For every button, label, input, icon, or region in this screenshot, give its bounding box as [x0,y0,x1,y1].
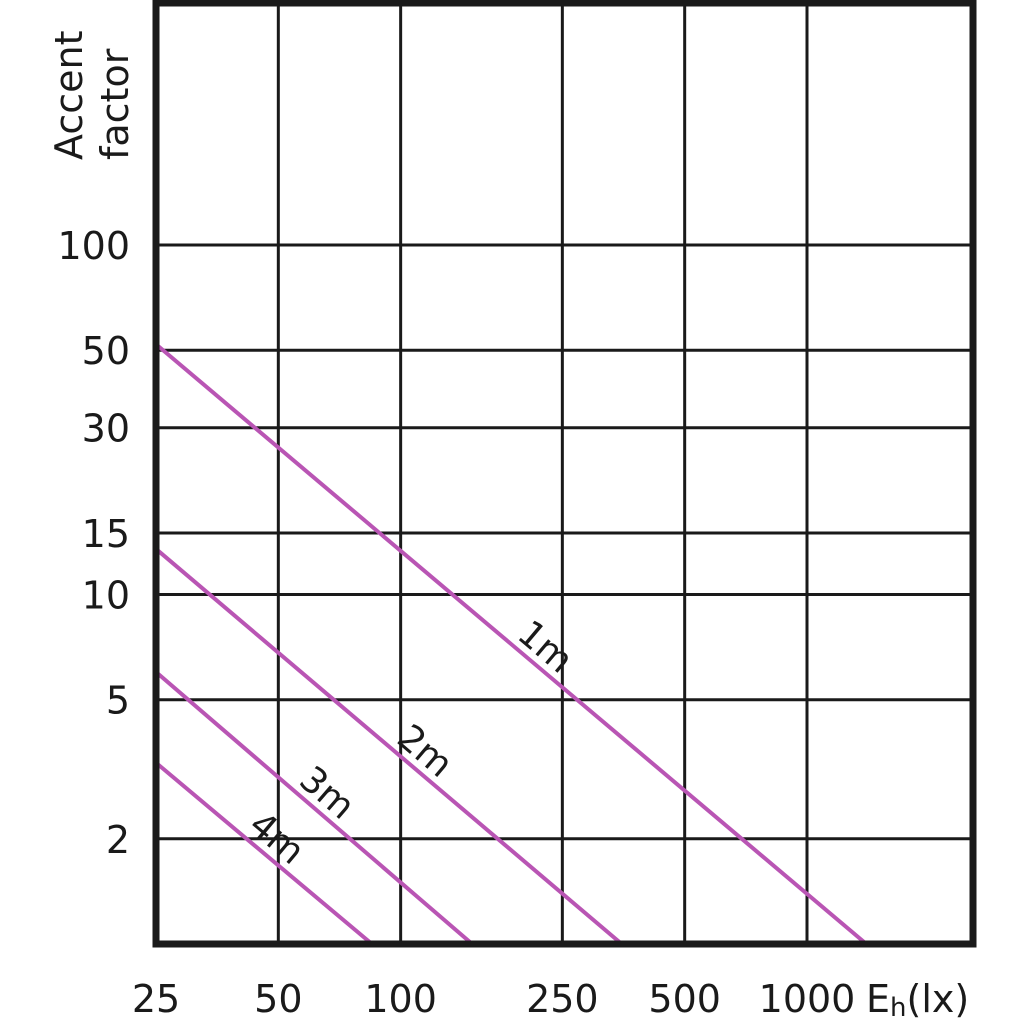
series-line-2m [154,547,624,946]
series-label-4m: 4m [241,804,312,873]
x-tick-label: 50 [254,977,302,1021]
grid-layer [156,3,973,944]
x-axis-title: Eh(lx) [866,977,969,1023]
plot-frame [152,0,977,948]
y-tick-label: 50 [82,329,130,373]
x-tick-label: 1000 [759,977,856,1021]
y-tick-label: 2 [106,818,130,862]
x-axis-title-unit: (lx) [907,977,970,1021]
x-axis-title-main: E [866,977,890,1021]
y-tick-label: 100 [57,224,130,268]
series-label-3m: 3m [291,759,362,828]
y-tick-label: 15 [82,512,130,556]
x-tick-labels: 25 50 100 250 500 1000 [132,977,856,1021]
series-line-4m [154,761,374,946]
y-tick-label: 10 [82,574,130,618]
y-axis-title-line2: factor [93,48,137,160]
y-axis-title-line1: Accent [47,31,91,160]
y-tick-labels: 2 5 10 15 30 50 100 [57,224,130,862]
series-line-1m [154,342,868,946]
x-tick-label: 500 [648,977,721,1021]
x-tick-label: 250 [526,977,599,1021]
series-label-1m: 1m [510,613,581,682]
y-tick-label: 5 [106,679,130,723]
y-tick-label: 30 [82,407,130,451]
series-line-3m [154,670,474,946]
x-tick-label: 25 [132,977,180,1021]
x-axis-title-subscript: h [890,993,906,1023]
x-tick-label: 100 [364,977,437,1021]
